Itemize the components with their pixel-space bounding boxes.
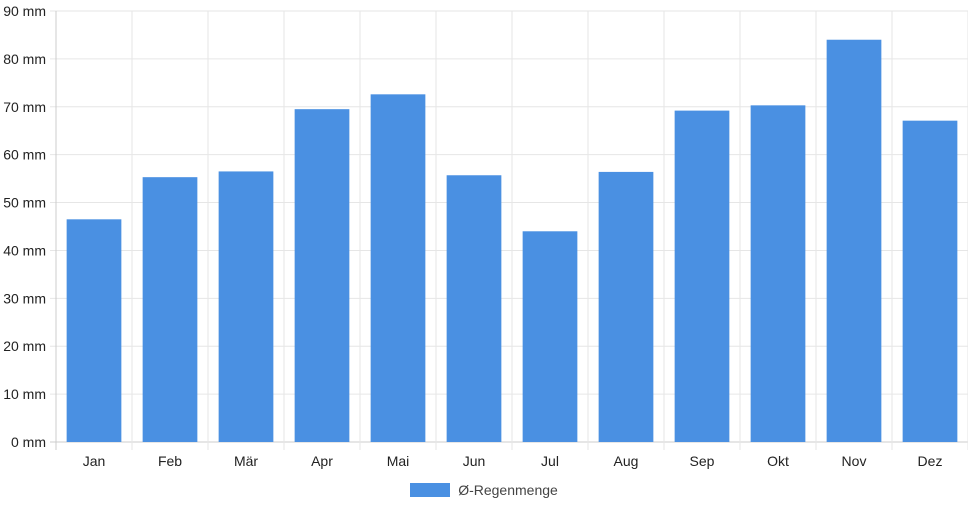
bar bbox=[294, 109, 350, 442]
bar bbox=[218, 171, 274, 442]
bars bbox=[66, 39, 958, 443]
legend-label[interactable]: Ø-Regenmenge bbox=[458, 482, 558, 498]
y-tick-label: 0 mm bbox=[11, 434, 46, 450]
x-tick-label: Feb bbox=[158, 453, 182, 469]
x-tick-label: Okt bbox=[767, 453, 789, 469]
x-tick-label: Nov bbox=[842, 453, 867, 469]
y-tick-label: 70 mm bbox=[3, 99, 46, 115]
grid bbox=[50, 10, 968, 450]
bar bbox=[370, 94, 426, 443]
x-tick-label: Dez bbox=[918, 453, 943, 469]
y-tick-label: 80 mm bbox=[3, 51, 46, 67]
x-tick-label: Jan bbox=[83, 453, 106, 469]
bar bbox=[522, 231, 578, 442]
x-tick-label: Jul bbox=[541, 453, 559, 469]
bar bbox=[66, 219, 122, 442]
y-tick-label: 10 mm bbox=[3, 386, 46, 402]
y-axis-ticks: 0 mm 10 mm 20 mm 30 mm 40 mm 50 mm 60 mm 70 mm 8… bbox=[3, 3, 46, 450]
bar bbox=[750, 105, 806, 442]
x-tick-label: Sep bbox=[690, 453, 715, 469]
y-tick-label: 60 mm bbox=[3, 147, 46, 163]
x-tick-label: Jun bbox=[463, 453, 486, 469]
bar bbox=[142, 177, 198, 442]
y-tick-label: 40 mm bbox=[3, 242, 46, 258]
y-tick-label: 30 mm bbox=[3, 290, 46, 306]
x-axis-ticks: Jan Feb Mär Apr Mai Jun Jul Aug Sep Okt Nov Dez bbox=[83, 453, 943, 469]
bar bbox=[826, 39, 882, 442]
bar bbox=[902, 120, 958, 442]
bar bbox=[598, 171, 654, 442]
bar-chart: 0 mm 10 mm 20 mm 30 mm 40 mm 50 mm 60 mm 70 mm 8… bbox=[3, 3, 968, 469]
x-tick-label: Apr bbox=[311, 453, 333, 469]
legend[interactable]: Ø-Regenmenge bbox=[0, 478, 968, 502]
x-tick-label: Mär bbox=[234, 453, 258, 469]
legend-swatch[interactable] bbox=[410, 483, 451, 497]
x-tick-label: Mai bbox=[387, 453, 410, 469]
y-tick-label: 20 mm bbox=[3, 338, 46, 354]
y-tick-label: 90 mm bbox=[3, 3, 46, 19]
x-tick-label: Aug bbox=[614, 453, 639, 469]
bar bbox=[674, 110, 730, 442]
y-tick-label: 50 mm bbox=[3, 195, 46, 211]
bar bbox=[446, 175, 502, 442]
